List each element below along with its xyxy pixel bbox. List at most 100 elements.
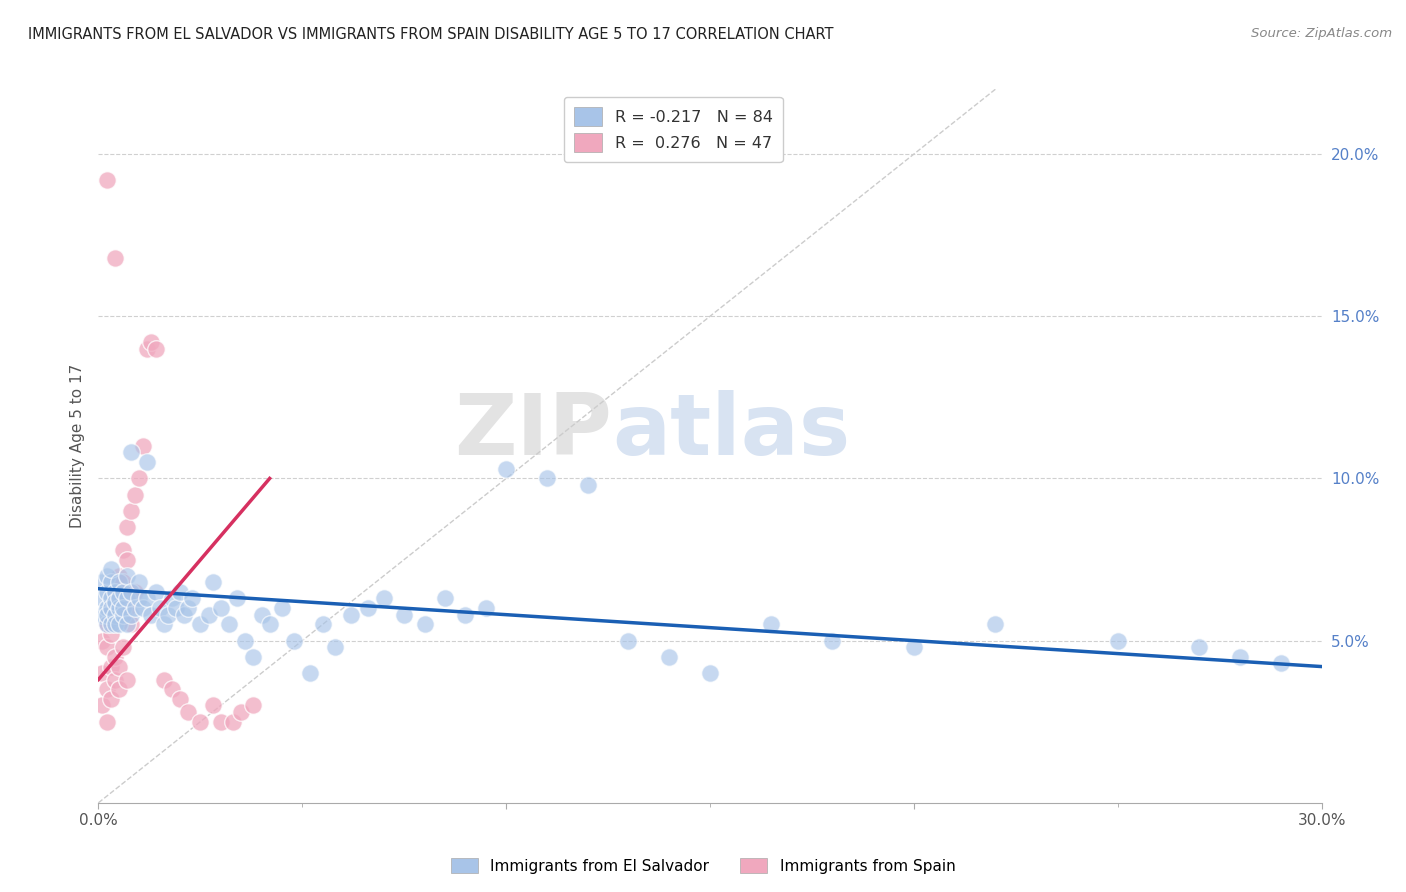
Point [165,601,187,615]
Y-axis label: Disability Age 5 to 17: Disability Age 5 to 17 [69,364,84,528]
Point [233,633,256,648]
Point [152,673,174,687]
Point [136,342,159,356]
Point [100,601,122,615]
Point [156,607,179,622]
Point [984,617,1007,632]
Point [299,666,322,681]
Point [100,591,122,606]
Point [91,698,114,713]
Point [115,673,138,687]
Point [392,607,416,622]
Text: IMMIGRANTS FROM EL SALVADOR VS IMMIGRANTS FROM SPAIN DISABILITY AGE 5 TO 17 CORR: IMMIGRANTS FROM EL SALVADOR VS IMMIGRANT… [28,27,834,42]
Point [576,478,599,492]
Point [658,649,681,664]
Point [111,542,134,557]
Point [115,568,138,582]
Point [454,607,477,622]
Point [115,617,138,632]
Point [120,617,142,632]
Point [104,607,127,622]
Point [312,617,335,632]
Point [373,591,395,606]
Point [141,335,163,350]
Point [108,575,131,590]
Point [104,251,127,265]
Point [100,601,122,615]
Point [1229,649,1251,664]
Point [160,682,183,697]
Point [124,601,146,615]
Point [115,552,138,566]
Point [413,617,436,632]
Point [201,575,224,590]
Point [270,601,294,615]
Point [536,471,558,485]
Point [132,601,155,615]
Point [108,617,131,632]
Point [141,607,163,622]
Point [108,601,131,615]
Point [188,714,212,729]
Point [474,601,498,615]
Point [100,692,122,706]
Point [209,601,232,615]
Point [201,698,224,713]
Point [100,659,122,673]
Point [145,342,167,356]
Point [111,601,134,615]
Point [96,714,118,729]
Legend: Immigrants from El Salvador, Immigrants from Spain: Immigrants from El Salvador, Immigrants … [444,852,962,880]
Point [96,682,118,697]
Point [128,575,150,590]
Point [111,575,134,590]
Point [104,585,127,599]
Point [152,617,174,632]
Point [91,633,114,648]
Point [177,705,200,719]
Point [242,649,264,664]
Point [617,633,640,648]
Point [104,673,127,687]
Point [108,568,131,582]
Point [115,601,138,615]
Point [1270,657,1292,671]
Point [283,633,305,648]
Point [96,585,118,599]
Point [169,692,191,706]
Point [323,640,346,654]
Point [91,607,114,622]
Point [100,627,122,641]
Point [136,591,159,606]
Point [111,585,134,599]
Point [96,617,118,632]
Point [96,568,118,582]
Point [111,607,134,622]
Point [177,601,200,615]
Point [1107,633,1129,648]
Point [124,488,146,502]
Point [218,617,240,632]
Point [149,601,172,615]
Point [108,591,131,606]
Point [226,591,249,606]
Point [120,504,142,518]
Point [115,520,138,534]
Point [100,575,122,590]
Point [132,439,155,453]
Point [120,607,142,622]
Point [250,607,273,622]
Point [197,607,219,622]
Point [145,585,167,599]
Point [104,617,127,632]
Point [104,649,127,664]
Point [222,714,245,729]
Point [108,601,131,615]
Point [104,585,127,599]
Point [128,591,150,606]
Point [108,682,131,697]
Point [242,698,264,713]
Point [120,445,142,459]
Point [356,601,378,615]
Point [91,666,114,681]
